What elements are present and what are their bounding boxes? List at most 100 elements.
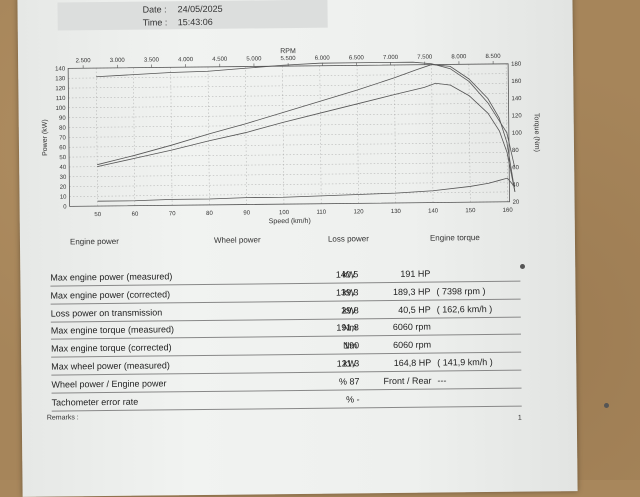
table-cell-v3: ( 162,6 km/h ) — [437, 304, 493, 315]
x-tick-label: 140 — [428, 209, 439, 215]
table-cell-u1: kW — [343, 305, 356, 315]
table-cell-v2: Front / Rear — [383, 375, 431, 386]
x-tick-label: 50 — [94, 212, 101, 218]
y-right-tick-label: 180 — [511, 62, 522, 68]
table-row: Tachometer error rate % - — [52, 388, 522, 411]
chart-grid — [68, 64, 509, 207]
y-left-tick-label: 140 — [55, 66, 66, 72]
dyno-chart: 1401301201101009080706050403020100180160… — [17, 0, 575, 267]
legend-loss-power: Loss power — [328, 234, 369, 243]
chart-series — [96, 61, 515, 201]
y-right-tick-label: 80 — [512, 148, 519, 154]
y-left-tick-label: 130 — [55, 76, 66, 82]
table-cell-label: Max engine power (corrected) — [50, 289, 170, 300]
table-cell-u1: Nm — [343, 341, 357, 351]
top-axis-tick-label: 4.000 — [178, 57, 194, 63]
desk-speck — [520, 264, 525, 269]
top-axis-tick-label: 8.500 — [486, 54, 502, 60]
y-left-tick-label: 60 — [59, 145, 66, 151]
y-right-axis-label: Torque (Nm) — [533, 113, 540, 152]
x-tick-label: 110 — [316, 210, 326, 216]
top-axis-tick-label: 3.000 — [110, 58, 126, 64]
top-axis-tick-label: 6.500 — [349, 55, 365, 61]
table-cell-label: Wheel power / Engine power — [51, 378, 166, 389]
grid-line-h — [68, 93, 508, 98]
x-tick-label: 60 — [132, 212, 139, 218]
table-cell-v3: ( 7398 rpm ) — [436, 286, 485, 297]
y-left-tick-label: 90 — [59, 116, 66, 122]
y-right-tick-label: 100 — [512, 131, 523, 137]
table-cell-v1: % 87 — [339, 376, 360, 386]
top-axis-label: RPM — [280, 48, 296, 55]
series-line-loss-power — [97, 178, 515, 201]
x-axis-label: Speed (km/h) — [269, 218, 311, 225]
y-left-tick-label: 80 — [59, 126, 66, 132]
x-tick-label: 80 — [206, 211, 213, 217]
chart-ticks: 1401301201101009080706050403020100180160… — [55, 54, 523, 219]
grid-line-h — [69, 152, 509, 157]
table-cell-u1: Nm — [343, 323, 357, 333]
y-left-tick-label: 10 — [60, 195, 67, 201]
legend-engine-torque: Engine torque — [430, 233, 480, 243]
table-cell-v3: --- — [437, 375, 446, 385]
x-tick-label: 100 — [279, 210, 290, 216]
top-axis-tick-label: 6.000 — [315, 56, 331, 62]
x-tick-label: 70 — [169, 211, 176, 217]
series-line-engine-power — [96, 64, 515, 197]
top-axis-tick-label: 5.000 — [246, 56, 262, 62]
table-cell-label: Max engine torque (corrected) — [51, 343, 172, 354]
x-tick-label: 90 — [243, 210, 250, 216]
table-cell-v2: 164,8 HP — [394, 358, 432, 368]
remarks-label: Remarks : — [47, 414, 79, 421]
plot-frame — [68, 64, 509, 207]
table-cell-v1: % - — [346, 394, 360, 404]
table-cell-v2: 6060 rpm — [393, 322, 431, 332]
y-left-tick-label: 110 — [56, 96, 66, 102]
y-right-tick-label: 160 — [511, 79, 522, 85]
grid-line-v — [432, 65, 433, 203]
table-cell-label: Max engine torque (measured) — [51, 325, 174, 336]
y-left-tick-label: 20 — [60, 185, 67, 191]
grid-line-v — [245, 67, 246, 205]
y-left-tick-label: 0 — [63, 204, 67, 210]
table-cell-v2: 6060 rpm — [393, 340, 431, 350]
y-left-tick-label: 120 — [55, 86, 66, 92]
table-cell-label: Tachometer error rate — [52, 396, 139, 407]
y-left-tick-label: 100 — [56, 106, 67, 112]
table-cell-label: Loss power on transmission — [51, 307, 163, 318]
y-left-axis-label: Power (kW) — [42, 119, 49, 156]
y-left-tick-label: 30 — [60, 175, 67, 181]
top-axis-tick-label: 2.500 — [76, 58, 92, 64]
y-left-tick-label: 50 — [59, 155, 66, 161]
chart-axes — [68, 64, 509, 207]
page-number: 1 — [518, 415, 522, 422]
x-tick-label: 130 — [391, 209, 402, 215]
grid-line-h — [69, 192, 509, 197]
top-axis-tick-label: 7.500 — [417, 55, 433, 61]
desk-speck — [604, 403, 609, 408]
x-tick-label: 120 — [354, 209, 365, 215]
y-left-tick-label: 40 — [59, 165, 66, 171]
table-cell-v2: 40,5 HP — [398, 304, 431, 314]
table-cell-u1: kW — [343, 358, 356, 368]
grid-line-h — [69, 162, 509, 167]
grid-line-v — [133, 68, 134, 206]
y-left-tick-label: 70 — [59, 135, 66, 141]
grid-line-h — [69, 182, 509, 187]
table-cell-label: Max engine power (measured) — [50, 271, 172, 282]
legend-wheel-power: Wheel power — [214, 235, 261, 244]
top-axis-tick-label: 7.000 — [383, 55, 399, 61]
x-tick-label: 150 — [465, 208, 476, 214]
grid-line-h — [69, 172, 509, 177]
y-right-tick-label: 140 — [511, 96, 522, 102]
legend-engine-power: Engine power — [70, 237, 119, 247]
grid-line-h — [69, 123, 509, 128]
top-axis-tick-label: 8.000 — [451, 54, 467, 60]
table-cell-v2: 191 HP — [400, 269, 430, 279]
table-cell-label: Max wheel power (measured) — [51, 360, 170, 371]
y-right-tick-label: 20 — [513, 200, 520, 206]
table-cell-v2: 189,3 HP — [393, 286, 431, 296]
top-axis-tick-label: 4.500 — [212, 57, 228, 63]
table-cell-v3: ( 141,9 km/h ) — [437, 357, 493, 368]
